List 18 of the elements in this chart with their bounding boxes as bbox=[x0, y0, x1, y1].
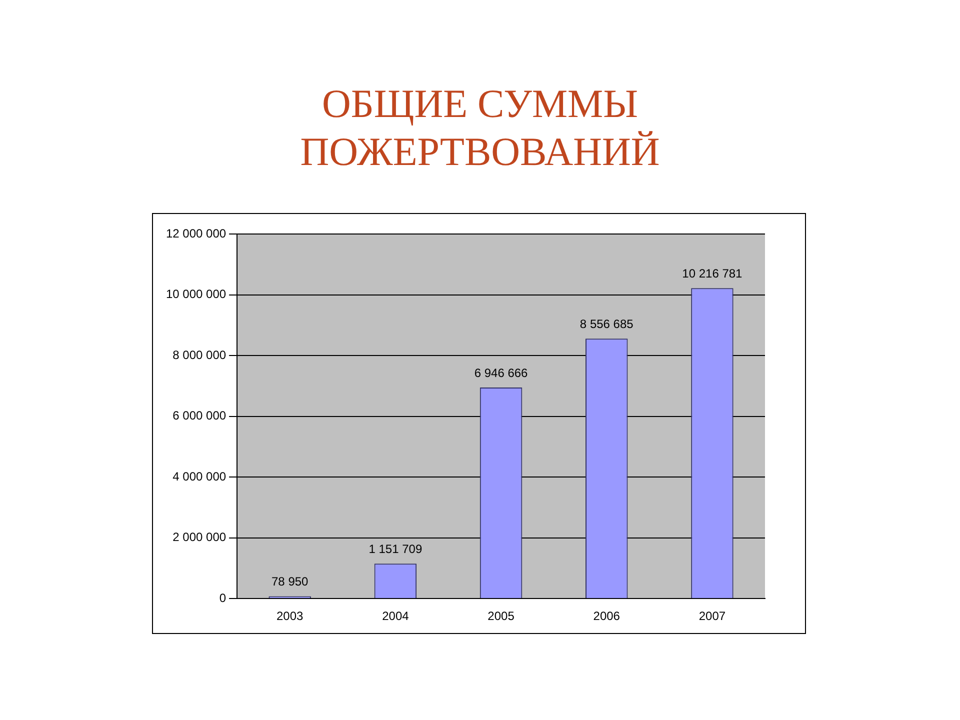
x-tick-label: 2004 bbox=[382, 609, 410, 624]
y-tick-label: 4 000 000 bbox=[172, 469, 226, 484]
data-label: 78 950 bbox=[272, 574, 309, 589]
chart-title: ОБЩИЕ СУММЫ ПОЖЕРТВОВАНИЙ bbox=[299, 80, 661, 176]
data-label: 8 556 685 bbox=[580, 316, 634, 331]
y-tick-label: 12 000 000 bbox=[166, 226, 226, 240]
y-tick-label: 6 000 000 bbox=[172, 408, 226, 423]
data-label: 1 151 709 bbox=[368, 542, 422, 556]
x-tick-label: 2005 bbox=[488, 609, 515, 624]
data-label: 10 216 781 bbox=[682, 266, 743, 280]
x-tick-label: 2003 bbox=[276, 609, 304, 624]
y-tick-label: 8 000 000 bbox=[172, 348, 226, 362]
y-tick-label: 0 bbox=[219, 590, 226, 605]
y-tick-label: 2 000 000 bbox=[172, 530, 226, 544]
y-tick-label: 10 000 000 bbox=[166, 287, 226, 302]
data-label: 6 946 666 bbox=[474, 366, 528, 380]
x-tick-label: 2007 bbox=[698, 609, 726, 624]
x-tick-label: 2006 bbox=[593, 609, 620, 624]
